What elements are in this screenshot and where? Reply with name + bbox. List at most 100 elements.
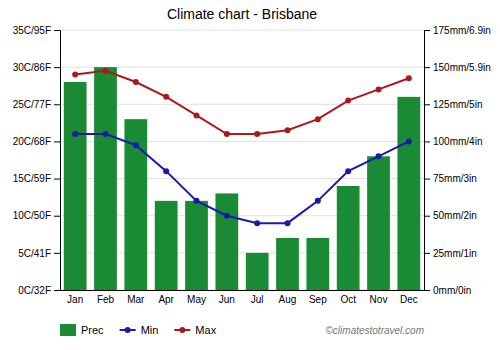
grid-line (60, 30, 424, 31)
tick: Dec (400, 294, 418, 305)
tick-label: 35C/95F (13, 25, 51, 36)
tick: Oct (340, 294, 356, 305)
tick-label: 25C/77F (13, 99, 51, 110)
tick: 30C/86F (13, 62, 60, 73)
marker (72, 72, 78, 78)
tick-label: 100mm/4in (433, 136, 482, 147)
bar (246, 253, 269, 290)
legend: PrecMinMax (60, 324, 217, 336)
tick-label: Oct (340, 294, 356, 305)
bar (397, 97, 420, 290)
marker (224, 213, 230, 219)
tick: 0C/32F (18, 285, 60, 296)
marker (103, 68, 109, 74)
marker (72, 131, 78, 137)
marker (285, 220, 291, 226)
tick: Jan (67, 294, 83, 305)
axis-line (61, 290, 425, 291)
tick-label: Dec (400, 294, 418, 305)
tick: Sep (309, 294, 327, 305)
tick-label: 25mm/1in (433, 248, 477, 259)
grid (60, 30, 424, 290)
tick: 0mm/0in (424, 285, 471, 296)
marker (376, 86, 382, 92)
tick-label: 175mm/6.9in (433, 25, 491, 36)
marker (133, 79, 139, 85)
bar (306, 238, 329, 290)
y-axis: 0C/32F5C/41F10C/50F15C/59F20C/68F25C/77F… (13, 25, 61, 296)
tick-label: 10C/50F (13, 210, 51, 221)
tick-mark (54, 290, 60, 291)
annotation: ©climatestotravel.com (325, 325, 424, 336)
bar (337, 186, 360, 290)
y2-axis: 0mm/0in 25mm/1in 50mm/2in 75mm/3in 100mm/4in… (424, 25, 491, 296)
marker (194, 112, 200, 118)
tick-label: 0mm/0in (433, 285, 471, 296)
legend-item: Min (120, 324, 159, 336)
line (75, 71, 409, 134)
tick-label: 50mm/2in (433, 210, 477, 221)
legend-label: Min (141, 324, 159, 336)
bar (367, 156, 390, 290)
tick: 50mm/2in (424, 210, 477, 221)
marker (315, 116, 321, 122)
tick-mark (424, 253, 430, 254)
marker (103, 131, 109, 137)
tick-label: 150mm/5.9in (433, 62, 491, 73)
marker (254, 131, 260, 137)
tick-mark (54, 30, 60, 31)
title: Climate chart - Brisbane (167, 6, 317, 22)
tick-mark (54, 141, 60, 142)
tick-label: 125mm/5in (433, 99, 482, 110)
tick-label: Sep (309, 294, 327, 305)
marker (345, 168, 351, 174)
tick-label: Nov (370, 294, 388, 305)
marker (315, 198, 321, 204)
bar (215, 193, 238, 290)
marker (194, 198, 200, 204)
tick: 100mm/4in (424, 136, 482, 147)
tick-mark (424, 141, 430, 142)
tick-label: 15C/59F (13, 173, 51, 184)
tick: 25mm/1in (424, 248, 477, 259)
marker (285, 127, 291, 133)
tick-label: 75mm/3in (433, 173, 477, 184)
tick-mark (54, 216, 60, 217)
tick-mark (424, 104, 430, 105)
tick-mark (424, 67, 430, 68)
tick: 10C/50F (13, 210, 60, 221)
tick: 150mm/5.9in (424, 62, 491, 73)
marker (254, 220, 260, 226)
tick: Feb (97, 294, 115, 305)
tick-label: Apr (158, 294, 174, 305)
legend-item: Prec (60, 324, 104, 336)
marks (64, 67, 420, 290)
tick-mark (54, 104, 60, 105)
legend-label: Prec (81, 324, 104, 336)
tick-mark (424, 179, 430, 180)
tick-mark (54, 179, 60, 180)
tick-label: May (187, 294, 206, 305)
bar-series (64, 67, 420, 290)
tick: 15C/59F (13, 173, 60, 184)
tick: 125mm/5in (424, 99, 482, 110)
tick: Nov (370, 294, 388, 305)
tick: 35C/95F (13, 25, 60, 36)
tick-label: Jan (67, 294, 83, 305)
plot: JanFebMarAprMayJunJulAugSepOctNovDec0C/3… (13, 25, 491, 305)
axis-line (54, 31, 61, 291)
bar (94, 67, 117, 290)
tick-label: 5C/41F (18, 248, 51, 259)
tick-mark (424, 290, 430, 291)
marker (406, 75, 412, 81)
tick: Jul (251, 294, 264, 305)
tick-label: 0C/32F (18, 285, 51, 296)
tick-label: Jul (251, 294, 264, 305)
tick-label: Mar (127, 294, 145, 305)
tick-mark (424, 216, 430, 217)
x-axis: JanFebMarAprMayJunJulAugSepOctNovDec (61, 291, 425, 306)
marker (345, 98, 351, 104)
tick: 175mm/6.9in (424, 25, 491, 36)
tick-label: Feb (97, 294, 115, 305)
tick-mark (424, 30, 430, 31)
